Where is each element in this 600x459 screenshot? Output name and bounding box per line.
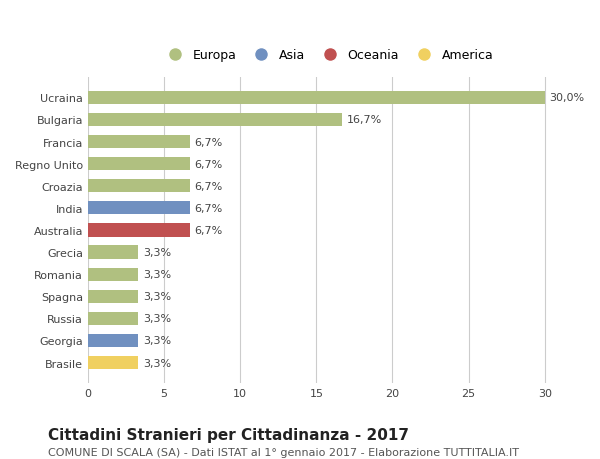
Text: 3,3%: 3,3% bbox=[143, 313, 171, 324]
Bar bbox=[88, 180, 190, 193]
Bar bbox=[88, 158, 190, 171]
Text: 3,3%: 3,3% bbox=[143, 269, 171, 280]
Text: 3,3%: 3,3% bbox=[143, 247, 171, 257]
Text: Cittadini Stranieri per Cittadinanza - 2017: Cittadini Stranieri per Cittadinanza - 2… bbox=[48, 427, 409, 442]
Text: 6,7%: 6,7% bbox=[194, 225, 223, 235]
Text: 3,3%: 3,3% bbox=[143, 336, 171, 346]
Text: 30,0%: 30,0% bbox=[550, 93, 584, 103]
Bar bbox=[88, 312, 138, 325]
Text: COMUNE DI SCALA (SA) - Dati ISTAT al 1° gennaio 2017 - Elaborazione TUTTITALIA.I: COMUNE DI SCALA (SA) - Dati ISTAT al 1° … bbox=[48, 448, 519, 458]
Bar bbox=[88, 268, 138, 281]
Text: 3,3%: 3,3% bbox=[143, 291, 171, 302]
Bar bbox=[88, 334, 138, 347]
Text: 6,7%: 6,7% bbox=[194, 203, 223, 213]
Text: 6,7%: 6,7% bbox=[194, 137, 223, 147]
Text: 6,7%: 6,7% bbox=[194, 181, 223, 191]
Bar bbox=[88, 356, 138, 369]
Bar bbox=[88, 135, 190, 149]
Bar bbox=[88, 246, 138, 259]
Bar bbox=[88, 290, 138, 303]
Bar bbox=[88, 113, 342, 127]
Legend: Europa, Asia, Oceania, America: Europa, Asia, Oceania, America bbox=[157, 44, 498, 67]
Bar bbox=[88, 202, 190, 215]
Bar bbox=[88, 224, 190, 237]
Text: 16,7%: 16,7% bbox=[347, 115, 382, 125]
Text: 6,7%: 6,7% bbox=[194, 159, 223, 169]
Bar bbox=[88, 91, 545, 105]
Text: 3,3%: 3,3% bbox=[143, 358, 171, 368]
